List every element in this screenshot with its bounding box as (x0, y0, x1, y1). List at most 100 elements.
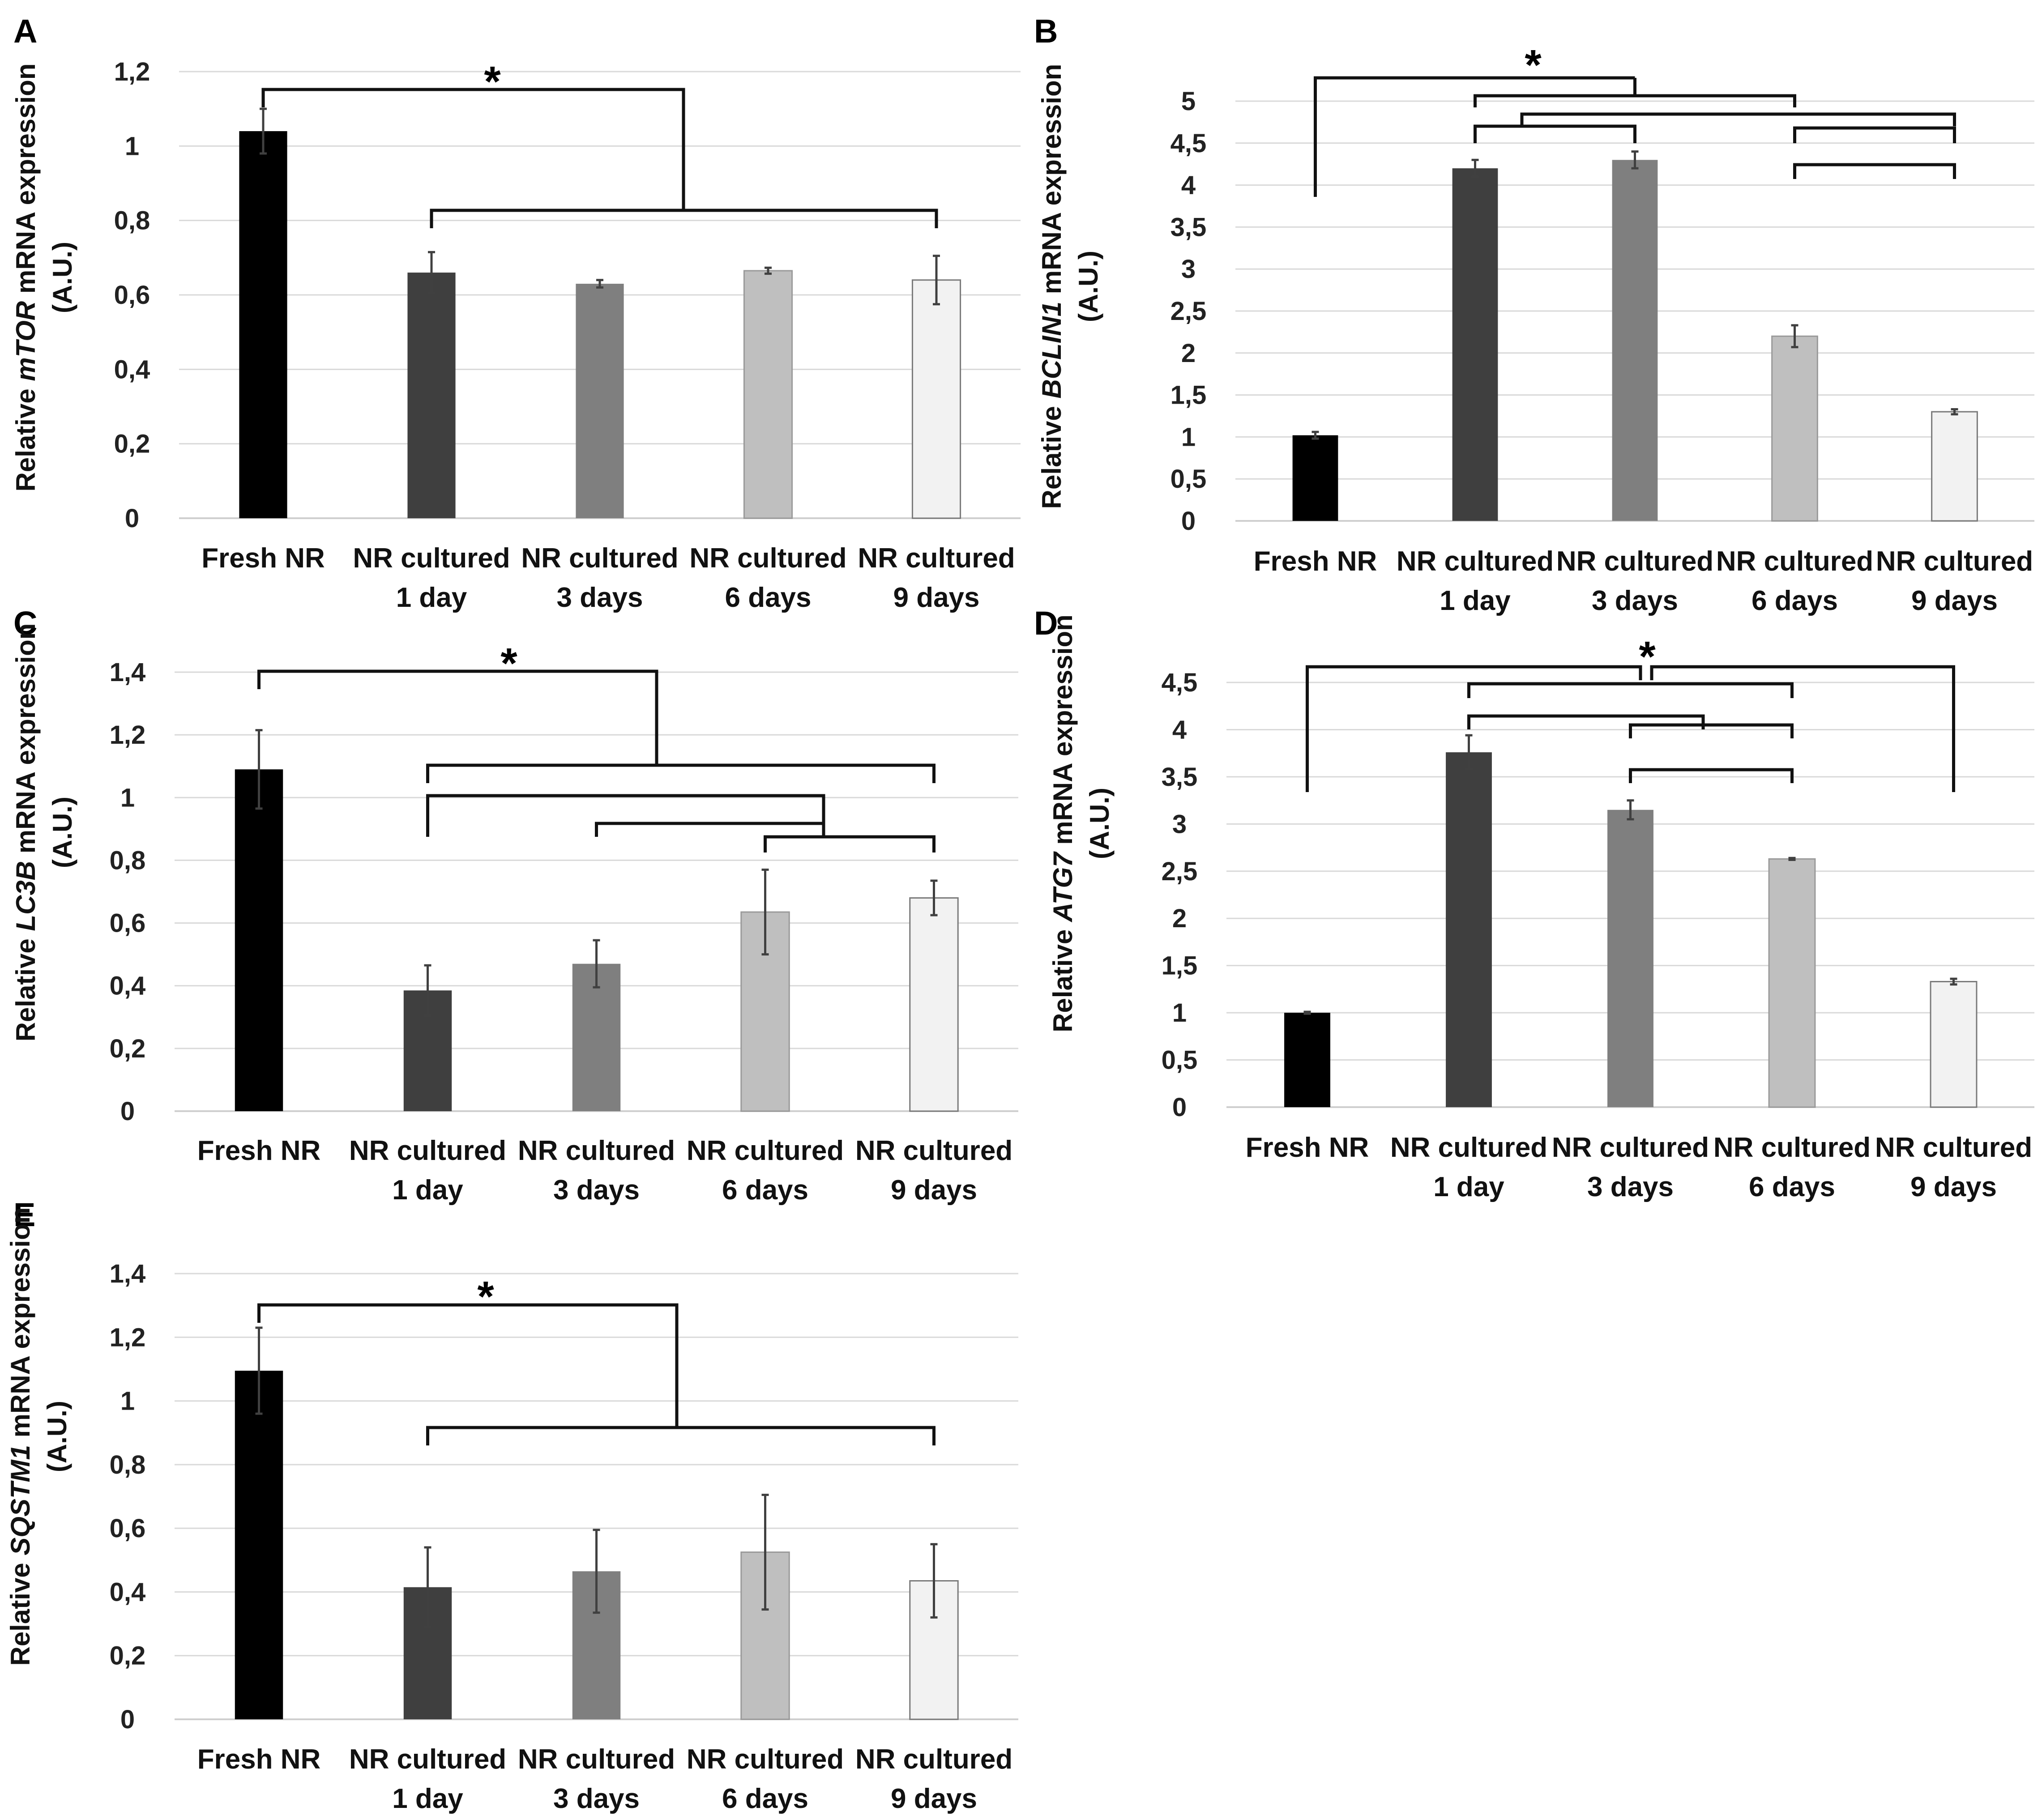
significance-bracket (426, 794, 825, 837)
y-axis-label-prefix: Relative (11, 381, 41, 492)
bar-1 (235, 1370, 283, 1719)
category-label: 3 days (1592, 585, 1678, 616)
y-tick-label: 1,2 (110, 1323, 146, 1352)
category-label: 3 days (553, 1783, 640, 1814)
category-label: 1 day (1433, 1172, 1504, 1202)
category-label: NR cultured (1390, 1132, 1547, 1163)
y-tick-label: 1,2 (110, 720, 146, 750)
y-tick-label: 0,5 (1162, 1046, 1198, 1075)
category-label: 6 days (722, 1175, 808, 1206)
chart-panel-b: B 0 0,5 1 1,5 2 2,5 3 3,5 4 4,5 5 Relative BCLIN1 mR… (1034, 13, 2034, 616)
bar-1 (1292, 435, 1338, 521)
category-label: NR cultured (855, 1135, 1012, 1166)
category-label: 6 days (722, 1783, 808, 1814)
y-tick-label: 0,2 (110, 1034, 146, 1063)
significance-bracket (1793, 126, 1956, 143)
category-label: NR cultured (689, 543, 846, 574)
category-label: 6 days (1749, 1172, 1835, 1202)
y-tick-label: 0,4 (110, 972, 146, 1001)
category-label: Fresh NR (1246, 1132, 1369, 1163)
bar-5 (909, 897, 959, 1112)
category-label: Fresh NR (197, 1135, 321, 1166)
y-tick-label: 0,6 (110, 1514, 146, 1543)
y-tick-label: 0 (120, 1705, 135, 1734)
bar-3 (576, 284, 624, 518)
bar-2 (1446, 752, 1492, 1107)
y-axis-label-gene: LC3B (11, 861, 41, 931)
bar-5 (1931, 411, 1978, 522)
category-label: 1 day (392, 1783, 463, 1814)
category-label: 1 day (392, 1175, 463, 1206)
y-tick-label: 2,5 (1171, 297, 1207, 326)
significance-bracket (430, 209, 938, 228)
y-axis-unit: (A.U.) (47, 242, 77, 313)
y-tick-label: 4 (1181, 171, 1196, 200)
category-label: 6 days (725, 582, 811, 613)
category-label: 3 days (556, 582, 643, 613)
category-label: 9 days (891, 1175, 977, 1206)
category-label: Fresh NR (197, 1744, 321, 1775)
category-label: NR cultured (1713, 1132, 1871, 1163)
significance-bracket (1650, 665, 1955, 792)
y-tick-label: 0,2 (114, 430, 150, 459)
y-tick-label: 0 (120, 1097, 135, 1126)
y-tick-label: 1,4 (110, 658, 146, 687)
y-axis-label-prefix: Relative (5, 1556, 35, 1666)
bar-1 (239, 131, 287, 519)
significance-bracket (257, 1303, 679, 1428)
y-tick-label: 0,2 (110, 1641, 146, 1671)
chart-panel-a: A 0 0,2 0,4 0,6 0,8 1 1,2 Relative mTOR mRNA exp… (11, 13, 1021, 613)
category-label: 9 days (893, 582, 979, 613)
y-tick-label: 0,5 (1171, 465, 1207, 494)
bar-4 (1768, 858, 1816, 1108)
y-tick-label: 0,4 (110, 1577, 146, 1607)
significance-bracket (426, 763, 936, 783)
category-label: 3 days (553, 1175, 640, 1206)
significance-bracket (1467, 714, 1705, 729)
category-label: NR cultured (855, 1744, 1012, 1775)
y-axis-label-gene: BCLIN1 (1037, 302, 1067, 399)
y-tick-label: 0,8 (110, 1450, 146, 1479)
y-axis-label: Relative mTOR mRNA expression (11, 64, 41, 492)
bar-2 (407, 273, 456, 518)
y-axis-label: Relative ATG7 mRNA expression (1048, 614, 1078, 1032)
significance-bracket (1474, 124, 1636, 143)
bar-4 (1771, 335, 1818, 522)
y-tick-label: 0,6 (114, 281, 150, 310)
y-axis-label-gene: ATG7 (1048, 851, 1078, 923)
y-tick-label: 0 (1181, 507, 1196, 536)
category-label: NR cultured (687, 1744, 844, 1775)
category-label: NR cultured (687, 1135, 844, 1166)
category-label: NR cultured (518, 1135, 675, 1166)
panel-label: C (13, 605, 37, 642)
significance-star: * (1525, 41, 1542, 89)
y-tick-label: 3 (1172, 810, 1187, 839)
y-axis-label-gene: mTOR (11, 301, 41, 381)
significance-star: * (500, 639, 517, 687)
chart-panel-e: E 0 0,2 0,4 0,6 0,8 1 1,2 1,4 Relative SQSTM1 mRN… (5, 1196, 1018, 1814)
y-tick-label: 4,5 (1171, 129, 1207, 158)
y-axis-label-suffix: mRNA expression (11, 623, 41, 861)
y-axis-unit: (A.U.) (1073, 251, 1103, 322)
category-label: NR cultured (1876, 546, 2033, 577)
bar-2 (1452, 168, 1498, 521)
bar-4 (740, 1551, 790, 1720)
significance-bracket (1793, 163, 1956, 179)
y-tick-label: 2,5 (1162, 857, 1198, 886)
panel-label: B (1034, 13, 1058, 50)
bar-4 (743, 270, 793, 519)
significance-bracket (1474, 94, 1796, 107)
panel-label: D (1034, 605, 1058, 642)
bar-3 (1607, 810, 1653, 1107)
y-tick-label: 0,4 (114, 355, 150, 384)
y-tick-label: 2 (1172, 904, 1187, 933)
category-label: NR cultured (353, 543, 510, 574)
y-axis-label-gene: SQSTM1 (5, 1445, 35, 1556)
category-label: NR cultured (1556, 546, 1713, 577)
y-tick-label: 0,8 (114, 206, 150, 235)
y-axis-unit: (A.U.) (47, 797, 77, 868)
y-tick-label: 5 (1181, 87, 1196, 116)
category-label: Fresh NR (1254, 546, 1377, 577)
y-axis-label: Relative BCLIN1 mRNA expression (1037, 64, 1067, 509)
